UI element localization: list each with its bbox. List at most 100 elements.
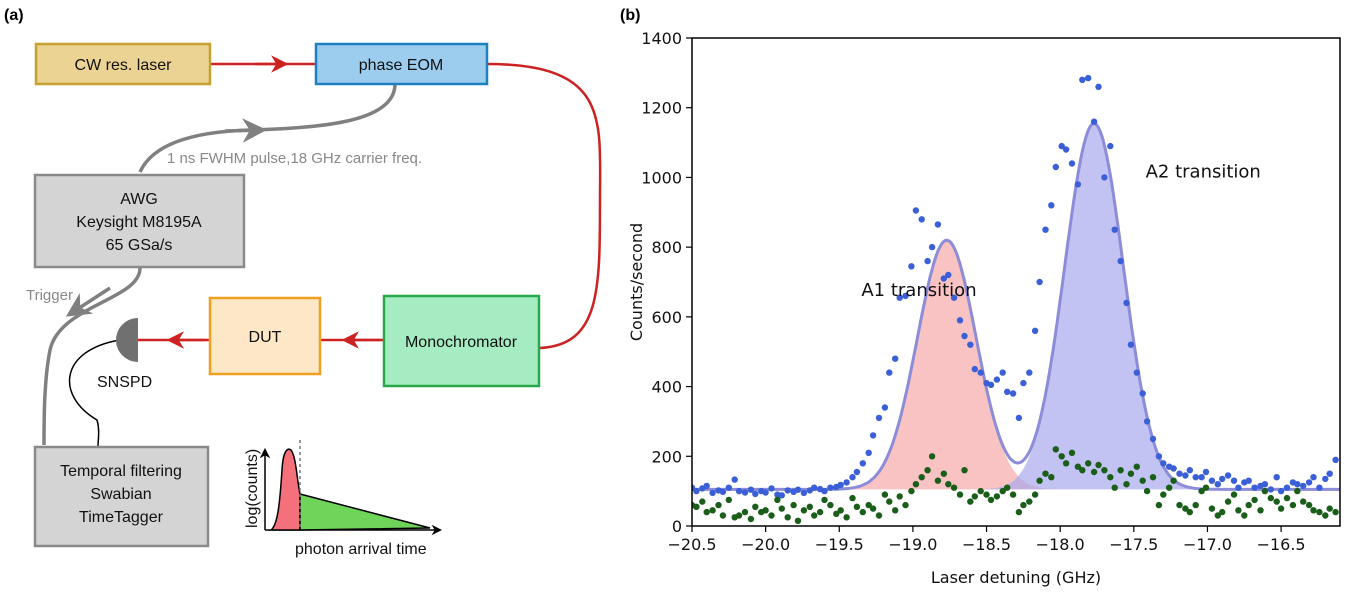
data-point-series-2	[1107, 474, 1114, 481]
cable-arrow-trigger	[65, 286, 111, 317]
y-tick-label: 1000	[641, 168, 682, 187]
data-point-series-2	[709, 507, 716, 514]
data-point-series-1	[1214, 481, 1222, 488]
data-point-series-1	[784, 487, 791, 494]
data-point-series-2	[725, 496, 732, 504]
data-point-series-2	[993, 493, 1001, 500]
cable-snspd-to-tagger	[68, 339, 121, 448]
data-point-series-2	[1267, 494, 1275, 502]
tagger-label-1: Temporal filtering	[60, 463, 182, 480]
peak-fill-2	[976, 123, 1212, 490]
box-cw-laser: CW res. laser	[34, 42, 212, 86]
data-point-series-1	[849, 474, 856, 481]
data-point-series-2	[1182, 505, 1189, 512]
data-point-series-2	[1305, 501, 1313, 509]
data-point-series-2	[703, 508, 710, 516]
awg-label-3: 65 GSa/s	[106, 237, 173, 254]
fit-fills	[829, 123, 1212, 490]
data-point-series-1	[1202, 468, 1210, 476]
data-point-series-1	[1322, 475, 1329, 483]
inset-ylabel: log(counts)	[244, 449, 261, 528]
data-point-series-2	[945, 481, 952, 488]
panel-a: (a) CW res. laser phase EOM AW	[4, 7, 602, 558]
data-point-series-1	[1310, 474, 1317, 481]
data-point-series-1	[940, 275, 947, 282]
data-point-series-2	[1235, 507, 1242, 514]
data-point-series-1	[1230, 477, 1238, 484]
data-point-series-1	[1009, 390, 1017, 397]
data-point-series-1	[908, 263, 915, 270]
data-point-series-1	[725, 484, 732, 491]
cw-laser-label: CW res. laser	[75, 57, 173, 74]
data-point-series-1	[971, 365, 978, 373]
data-point-series-1	[1182, 472, 1189, 479]
data-point-series-1	[703, 482, 710, 490]
data-point-series-1	[859, 460, 866, 467]
data-point-series-2	[762, 507, 769, 514]
data-point-series-2	[1261, 487, 1269, 495]
data-point-series-1	[987, 381, 995, 388]
box-time-tagger: Temporal filtering Swabian TimeTagger	[33, 445, 210, 548]
data-point-series-1	[1155, 453, 1163, 460]
cable-arrow-awg-eom	[224, 118, 267, 143]
data-point-series-1	[902, 292, 909, 300]
data-point-series-1	[1004, 388, 1011, 395]
data-point-series-1	[1036, 278, 1043, 286]
data-point-series-2	[1101, 467, 1108, 474]
data-point-series-2	[1160, 491, 1167, 498]
data-point-series-1	[934, 221, 942, 228]
data-point-series-1	[1026, 369, 1033, 376]
data-point-series-2	[928, 453, 936, 460]
data-point-series-1	[928, 243, 936, 251]
fiber-eom-to-monochromator	[486, 62, 602, 350]
x-tick-label: −18.5	[962, 535, 1011, 554]
y-tick-label: 1200	[641, 99, 682, 118]
box-monochromator: Monochromator	[382, 294, 541, 388]
data-point-series-1	[811, 484, 818, 491]
data-point-series-2	[987, 496, 995, 504]
data-point-series-2	[1133, 463, 1141, 470]
data-point-series-2	[918, 474, 925, 481]
data-point-series-2	[1036, 477, 1043, 484]
data-point-series-1	[1245, 477, 1252, 484]
data-point-series-2	[1198, 487, 1205, 495]
data-point-series-1	[1052, 163, 1060, 171]
data-point-series-1	[1020, 379, 1027, 387]
data-point-series-1	[950, 294, 958, 301]
data-point-series-2	[1273, 498, 1280, 505]
data-point-series-2	[1068, 449, 1076, 456]
data-point-series-1	[896, 294, 903, 301]
data-point-series-2	[875, 512, 883, 519]
data-point-series-1	[869, 432, 877, 439]
x-tick-label: −16.5	[1257, 535, 1306, 554]
data-point-series-1	[1261, 481, 1269, 488]
data-point-series-2	[1048, 474, 1055, 481]
data-point-series-2	[950, 484, 958, 491]
data-point-series-1	[875, 414, 883, 422]
snspd-detector-icon	[116, 318, 138, 362]
data-point-series-2	[1127, 470, 1135, 477]
data-point-series-2	[1058, 453, 1065, 460]
data-point-series-1	[886, 369, 893, 376]
data-point-series-2	[1052, 446, 1060, 453]
plot-frame	[691, 37, 1341, 527]
awg-label-1: AWG	[120, 191, 158, 208]
data-point-series-2	[1090, 468, 1098, 476]
data-point-series-1	[1170, 465, 1177, 472]
data-point-series-1	[967, 341, 974, 348]
data-point-series-2	[1042, 470, 1049, 477]
data-point-series-1	[827, 484, 834, 491]
data-point-series-1	[821, 487, 828, 495]
data-point-series-2	[1294, 487, 1301, 495]
tagger-label-3: TimeTagger	[79, 509, 164, 526]
data-point-series-2	[940, 470, 947, 477]
data-point-series-2	[1117, 467, 1124, 474]
data-point-series-2	[778, 505, 785, 512]
awg-label-2: Keysight M8195A	[76, 214, 202, 231]
data-point-series-1	[794, 486, 802, 493]
data-point-series-1	[1149, 435, 1157, 443]
data-point-series-1	[741, 489, 749, 496]
monochromator-label: Monochromator	[405, 334, 518, 351]
data-point-series-1	[956, 317, 964, 324]
x-tick-label: −17.5	[1109, 535, 1158, 554]
